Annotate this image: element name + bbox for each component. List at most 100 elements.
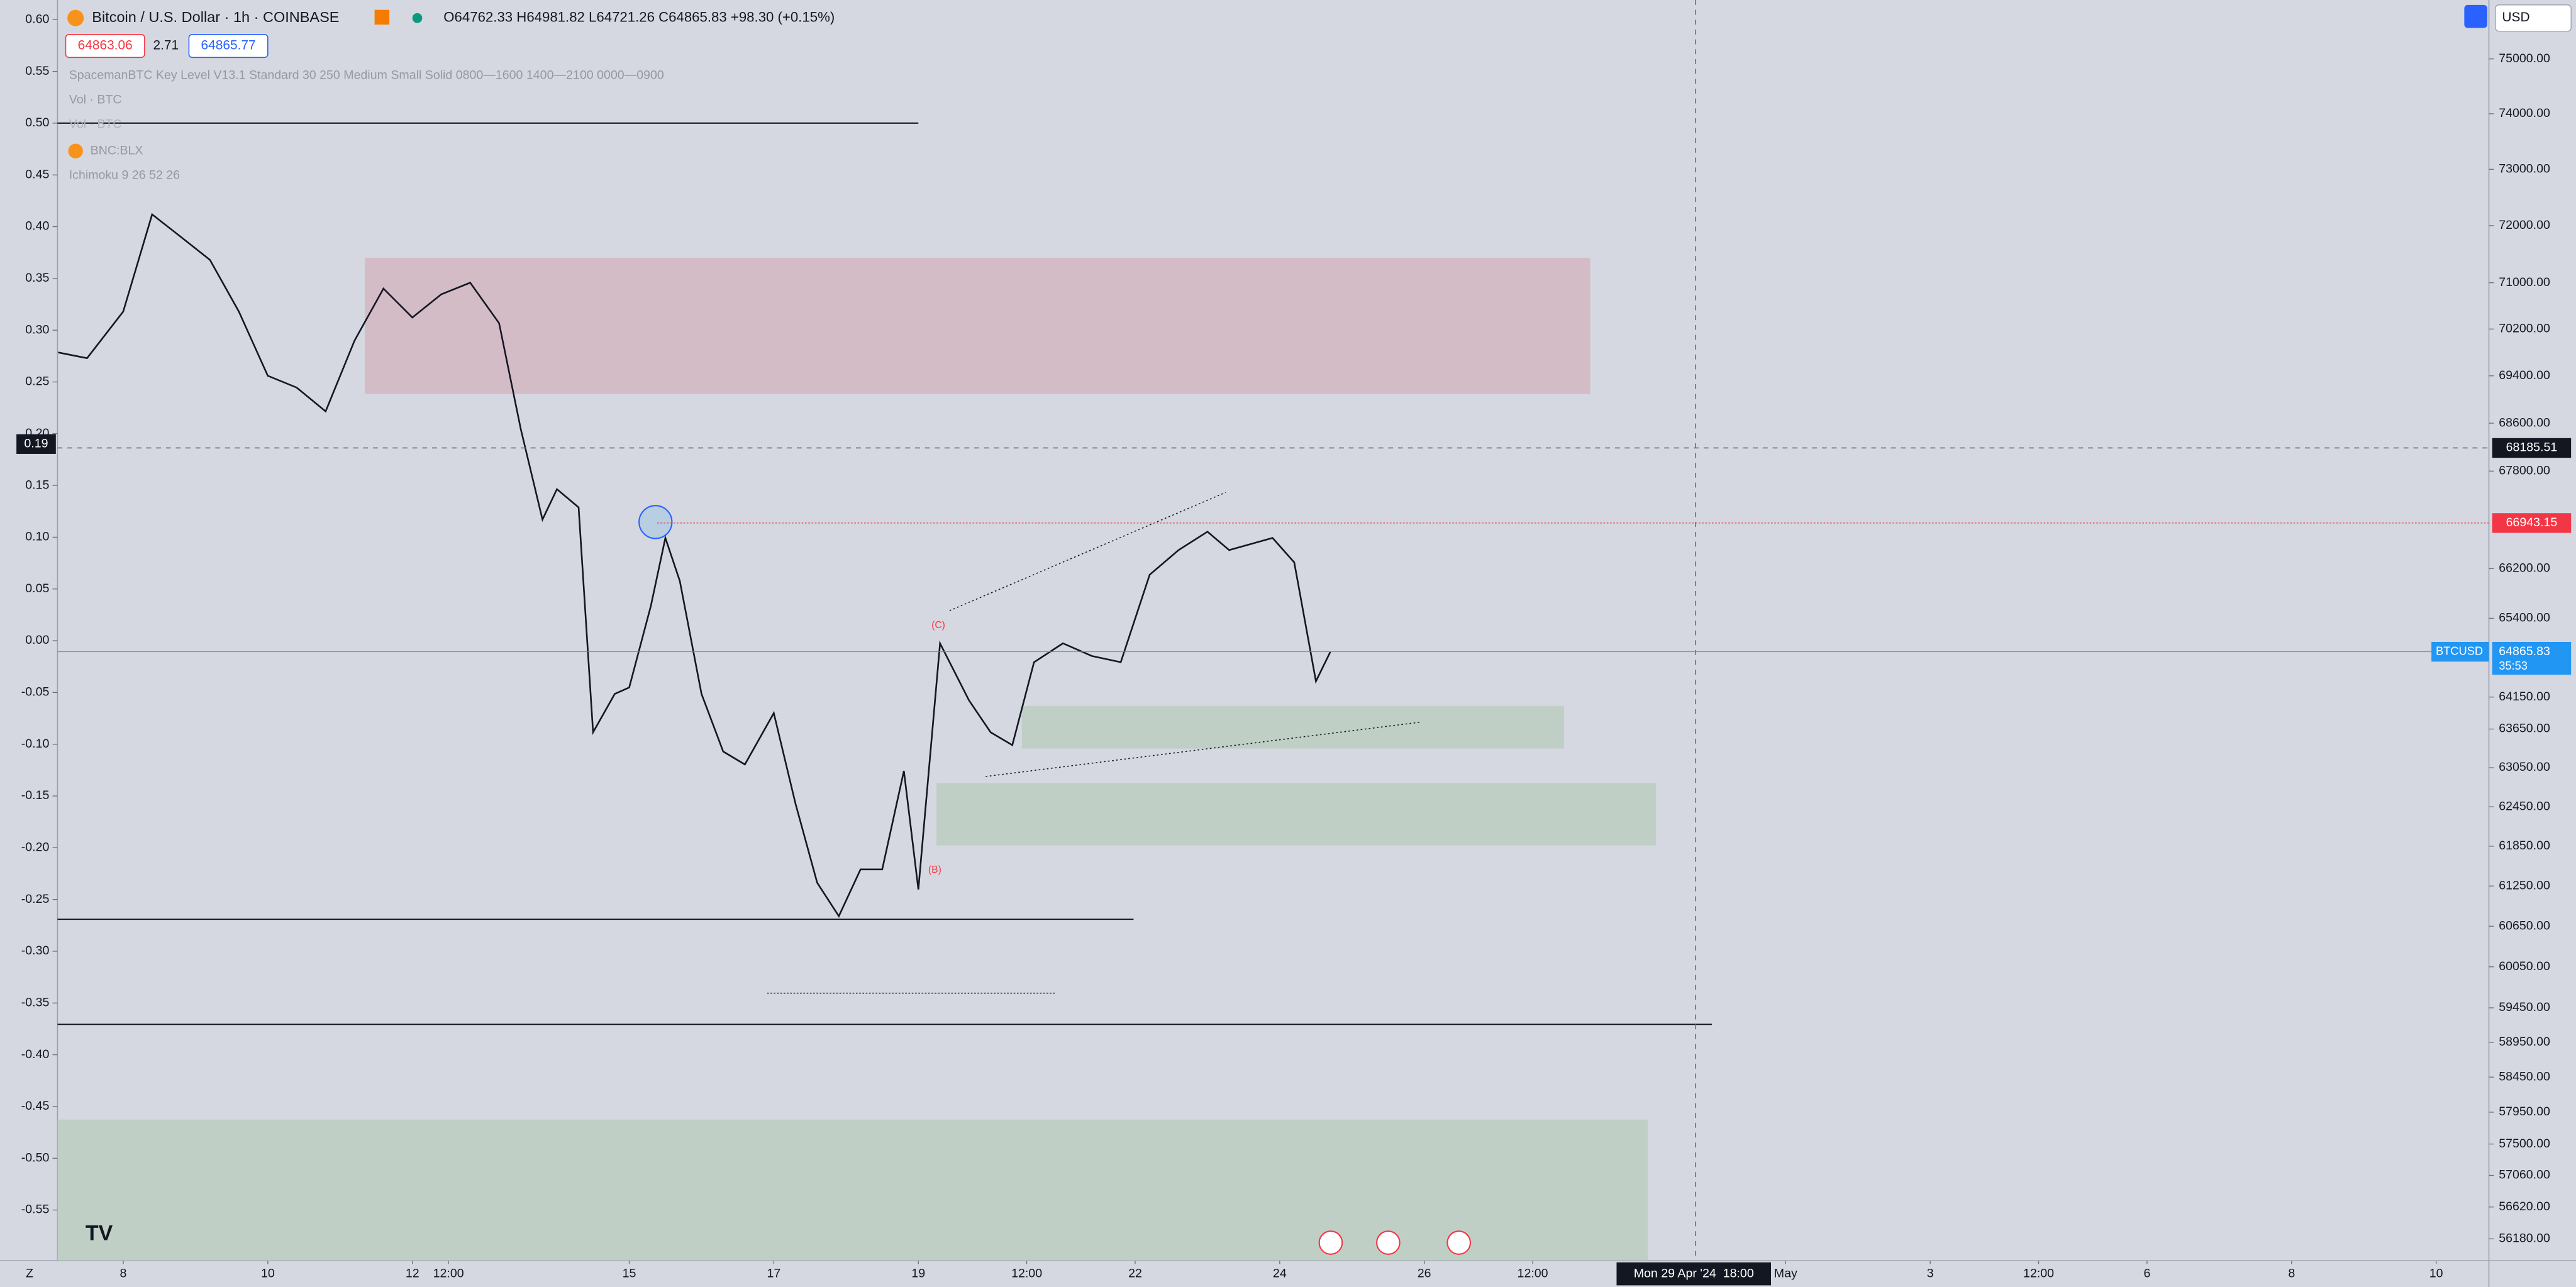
indicator[interactable]: Vol · BTC <box>69 118 122 131</box>
x-tick-label: 10 <box>261 1266 275 1280</box>
x-tick-label: 22 <box>1128 1266 1142 1280</box>
indicator[interactable]: Ichimoku 9 26 52 26 <box>69 168 180 182</box>
legend: Bitcoin / U.S. Dollar · 1h · COINBASE O6… <box>65 9 835 182</box>
y2-tick-label: 0.40 <box>25 219 49 233</box>
y-tick-label: 61250.00 <box>2499 878 2550 892</box>
last-price-tag <box>2492 641 2572 675</box>
crosshair-left-tag <box>16 434 56 454</box>
y-tick-label: 73000.00 <box>2499 162 2550 175</box>
trend-line <box>949 492 1226 612</box>
ohlc: O64762.33 H64981.82 L64721.26 C64865.83 … <box>443 9 835 25</box>
x-tick-label: 6 <box>2144 1266 2151 1280</box>
status-dot <box>412 13 423 23</box>
indicator[interactable]: BNC:BLX <box>91 143 143 157</box>
bid-box[interactable] <box>65 34 145 58</box>
ask-box[interactable] <box>188 34 269 58</box>
indicator-icon <box>68 143 83 158</box>
crosshair-left: 0.19 <box>24 436 48 450</box>
demand-zone <box>1021 705 1564 749</box>
symbol-tag <box>2431 641 2489 662</box>
event-icon[interactable] <box>1446 1230 1472 1255</box>
scale-mode[interactable]: Z <box>26 1266 33 1280</box>
symbol-icon <box>67 9 84 26</box>
y-tick-label: 58950.00 <box>2499 1035 2550 1049</box>
y2-tick-label: -0.10 <box>21 737 50 751</box>
demand-zone <box>936 783 1657 846</box>
y2-tick-label: -0.55 <box>21 1203 50 1217</box>
x-tick-label: 12:00 <box>1518 1266 1548 1280</box>
indicator[interactable]: Vol · BTC <box>69 92 122 106</box>
y-tick-label: 64150.00 <box>2499 690 2550 704</box>
y2-tick-label: -0.45 <box>21 1099 50 1113</box>
y-tick-label: 59450.00 <box>2499 1000 2550 1014</box>
y2-tick-label: -0.40 <box>21 1047 50 1061</box>
indicator[interactable]: SpacemanBTC Key Level V13.1 Standard 30 … <box>69 68 664 82</box>
ask[interactable]: 64865.77 <box>201 38 256 53</box>
y-tick-label: 63650.00 <box>2499 722 2550 736</box>
y2-tick-label: 0.60 <box>25 12 49 26</box>
crosshair-price-tag <box>2492 438 2572 458</box>
y-tick-label: 56180.00 <box>2499 1232 2550 1246</box>
y-tick-label: 63050.00 <box>2499 760 2550 774</box>
x-tick-label: 12 <box>406 1266 419 1280</box>
y2-tick-label: 0.55 <box>25 64 49 78</box>
y-tick-label: 56620.00 <box>2499 1200 2550 1213</box>
countdown: 35:53 <box>2499 659 2528 672</box>
x-tick-label: 24 <box>1273 1266 1287 1280</box>
event-icon[interactable] <box>1376 1230 1401 1255</box>
supply-zone <box>364 257 1591 394</box>
y2-tick-label: -0.35 <box>21 995 50 1009</box>
y2-tick-label: -0.05 <box>21 685 50 699</box>
y2-tick-label: 0.45 <box>25 167 49 181</box>
logo: TV <box>86 1221 113 1245</box>
y2-tick-label: 0.35 <box>25 271 49 285</box>
alert-tag <box>2492 513 2572 533</box>
y2-tick-label: -0.20 <box>21 841 50 854</box>
symbol-name: BTCUSD <box>2436 644 2483 657</box>
y-tick-label: 60050.00 <box>2499 959 2550 973</box>
y-tick-label: 74000.00 <box>2499 106 2550 120</box>
y2-tick-label: 0.05 <box>25 582 49 595</box>
y-tick-label: 62450.00 <box>2499 799 2550 813</box>
x-tick-label: 12:00 <box>2023 1266 2054 1280</box>
marker-circle <box>638 505 673 539</box>
flag[interactable] <box>374 9 390 25</box>
y-tick-label: 61850.00 <box>2499 839 2550 853</box>
y2-tick-label: 0.25 <box>25 375 49 389</box>
x-tick-label: 17 <box>767 1266 780 1280</box>
crosshair-price: 68185.51 <box>2506 441 2558 455</box>
y-tick-label: 70200.00 <box>2499 322 2550 336</box>
y-tick-label: 65400.00 <box>2499 611 2550 625</box>
y-tick-label: 75000.00 <box>2499 52 2550 65</box>
currency[interactable]: USD <box>2502 10 2529 25</box>
currency-select[interactable] <box>2495 4 2572 32</box>
wave-label: (B) <box>928 864 941 875</box>
y-tick-label: 69400.00 <box>2499 368 2550 382</box>
y2-tick-label: 0.00 <box>25 633 49 647</box>
x-tick-label: 8 <box>120 1266 127 1280</box>
event-icon[interactable] <box>1318 1230 1343 1255</box>
x-tick-label: 10 <box>2429 1266 2443 1280</box>
x-tick-label: 12:00 <box>433 1266 464 1280</box>
alert-price: 66943.15 <box>2506 516 2558 529</box>
x-tick-label: 26 <box>1418 1266 1431 1280</box>
bid[interactable]: 64863.06 <box>78 38 133 53</box>
y-tick-label: 71000.00 <box>2499 275 2550 289</box>
x-tick-label: 12:00 <box>1011 1266 1042 1280</box>
sync-button[interactable] <box>2464 4 2487 28</box>
y-tick-label: 68600.00 <box>2499 416 2550 429</box>
wave-label: (C) <box>931 620 945 631</box>
y2-tick-label: -0.50 <box>21 1151 50 1164</box>
y-tick-label: 57060.00 <box>2499 1168 2550 1182</box>
y-tick-label: 57500.00 <box>2499 1137 2550 1151</box>
x-tick-label: 15 <box>623 1266 636 1280</box>
y-tick-label: 67800.00 <box>2499 463 2550 477</box>
symbol-title[interactable]: Bitcoin / U.S. Dollar · 1h · COINBASE <box>92 9 339 25</box>
x-tick-label: 8 <box>2288 1266 2295 1280</box>
crosshair-time-tag <box>1616 1262 1771 1286</box>
last-price: 64865.83 <box>2499 644 2550 658</box>
y2-tick-label: -0.15 <box>21 788 50 802</box>
